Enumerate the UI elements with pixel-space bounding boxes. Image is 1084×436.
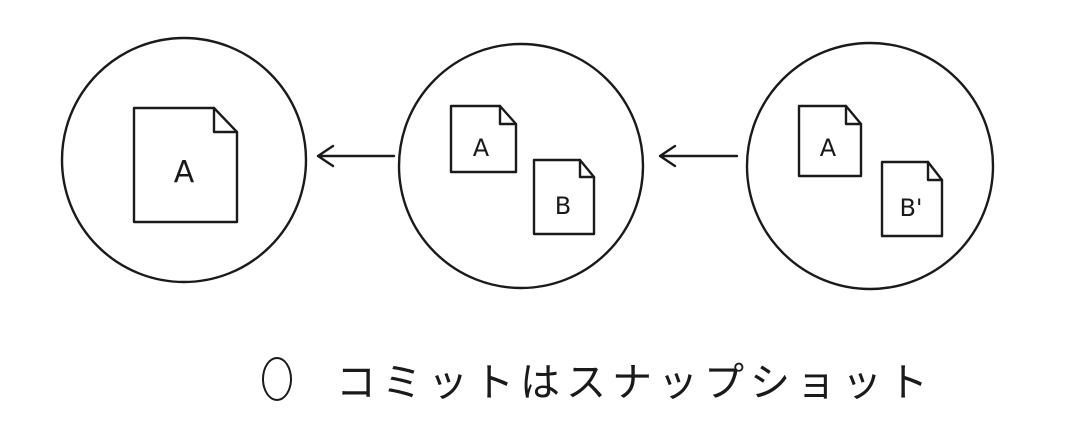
commit-circle bbox=[745, 41, 995, 291]
file-icon bbox=[880, 160, 944, 238]
file-icon bbox=[449, 104, 518, 174]
parent-arrow-1 bbox=[316, 144, 396, 168]
commit-snapshot-3: A B' bbox=[745, 41, 995, 291]
commit-snapshot-1: A bbox=[60, 36, 308, 284]
legend-text: コミットはスナップショット bbox=[336, 360, 934, 406]
commit-circle bbox=[397, 42, 645, 290]
commit-snapshot-2: A B bbox=[397, 42, 645, 290]
file-label: B' bbox=[899, 194, 922, 222]
file-label: B bbox=[555, 192, 571, 220]
circle-icon bbox=[262, 357, 292, 401]
file-icon bbox=[532, 158, 596, 236]
file-icon bbox=[132, 106, 239, 224]
file-label: A bbox=[174, 155, 195, 190]
commit-circle bbox=[60, 36, 308, 284]
file-label: A bbox=[473, 134, 490, 162]
legend: コミットはスナップショット bbox=[262, 344, 934, 414]
parent-arrow-2 bbox=[658, 144, 739, 168]
file-icon bbox=[797, 104, 863, 178]
file-label: A bbox=[820, 134, 837, 162]
